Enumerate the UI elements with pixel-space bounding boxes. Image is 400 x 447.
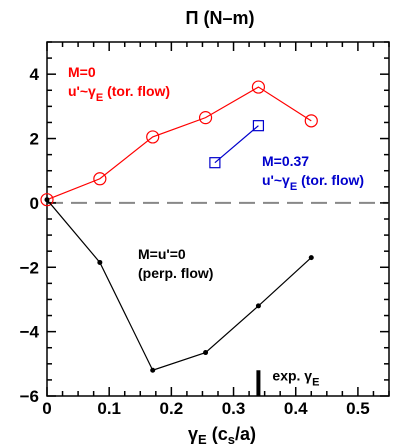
series-0 bbox=[40, 80, 318, 207]
y-tick-label: −2 bbox=[20, 258, 39, 277]
y-tick-label: −4 bbox=[20, 323, 40, 342]
black-series-label-line1: M=u'=0 bbox=[138, 246, 186, 262]
data-point bbox=[40, 193, 54, 207]
series-2 bbox=[44, 197, 314, 373]
y-tick-label: 2 bbox=[30, 130, 39, 149]
blue-series-label-line2: u'~γE (tor. flow) bbox=[262, 172, 364, 193]
series-1 bbox=[209, 120, 265, 169]
x-tick-label: 0 bbox=[42, 399, 51, 418]
data-point bbox=[93, 172, 107, 186]
data-point bbox=[209, 157, 221, 169]
x-tick-label: 0.1 bbox=[97, 399, 121, 418]
blue-series-label-main: u'~γ bbox=[262, 172, 290, 188]
data-point bbox=[304, 114, 318, 128]
data-point bbox=[252, 120, 265, 132]
series-layer bbox=[40, 80, 318, 373]
series-line bbox=[46, 86, 312, 201]
blue-series-label-rest: (tor. flow) bbox=[297, 172, 364, 188]
data-point bbox=[255, 303, 261, 309]
red-series-label-rest: (tor. flow) bbox=[103, 83, 170, 99]
series-line bbox=[46, 199, 312, 371]
blue-series-label-sub: E bbox=[290, 181, 297, 193]
x-axis-label-sub2: s bbox=[228, 432, 235, 447]
chart-title: Π (N–m) bbox=[185, 8, 254, 28]
y-tick-labels: 4 2 0 −2 −4 −6 bbox=[20, 65, 40, 406]
data-point bbox=[251, 80, 266, 94]
x-axis-label-open: (c bbox=[207, 424, 228, 444]
x-tick-label: 0.5 bbox=[346, 399, 370, 418]
y-tick-label: −6 bbox=[20, 387, 39, 406]
x-axis-label-sub: E bbox=[198, 432, 207, 447]
red-series-label-sub: E bbox=[96, 92, 103, 104]
data-point bbox=[97, 259, 103, 265]
y-tick-label: 4 bbox=[30, 65, 40, 84]
x-tick-labels: 0 0.1 0.2 0.3 0.4 0.5 bbox=[42, 399, 369, 418]
x-tick-label: 0.3 bbox=[222, 399, 246, 418]
y-tick-label: 0 bbox=[30, 194, 39, 213]
data-point bbox=[198, 111, 213, 125]
x-axis-label-close: /a) bbox=[235, 424, 256, 444]
x-axis-label-main: γ bbox=[188, 424, 198, 444]
red-series-label-line2: u'~γE (tor. flow) bbox=[68, 83, 170, 104]
exp-gamma-label: exp. γE bbox=[272, 367, 319, 388]
exp-gamma-label-sub: E bbox=[312, 376, 319, 388]
data-point bbox=[308, 255, 314, 261]
blue-series-label-line1: M=0.37 bbox=[262, 153, 309, 169]
series-line bbox=[214, 125, 259, 164]
red-series-label-main: u'~γ bbox=[68, 83, 96, 99]
data-point bbox=[146, 130, 160, 144]
x-axis-label: γE (cs/a) bbox=[188, 424, 256, 447]
x-tick-label: 0.2 bbox=[160, 399, 184, 418]
data-point bbox=[44, 197, 50, 203]
x-tick-label: 0.4 bbox=[284, 399, 308, 418]
exp-gamma-label-main: exp. γ bbox=[272, 367, 312, 383]
black-series-label-line2: (perp. flow) bbox=[138, 265, 213, 281]
data-point bbox=[203, 350, 209, 356]
axis-ticks bbox=[46, 41, 390, 397]
data-point bbox=[150, 367, 156, 373]
red-series-label-line1: M=0 bbox=[68, 64, 96, 80]
